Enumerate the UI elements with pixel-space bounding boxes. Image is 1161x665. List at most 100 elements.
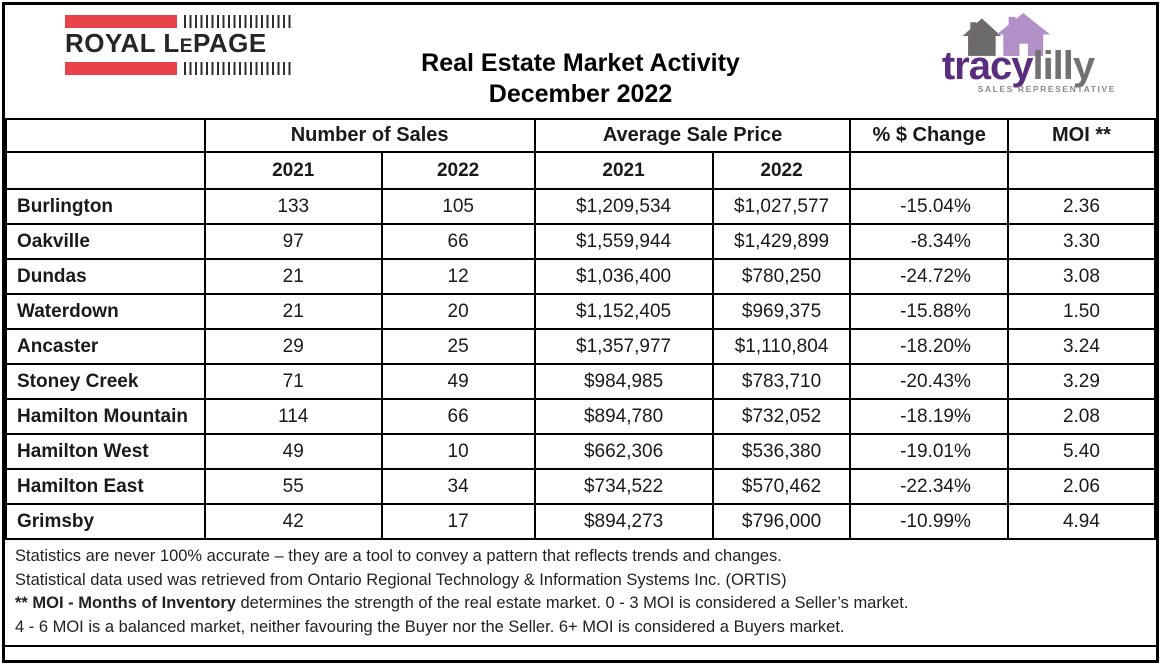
- sales-2021-value: 29: [203, 328, 383, 365]
- moi-definition-rest: determines the strength of the real esta…: [235, 594, 909, 612]
- table-row: Hamilton East 55 34 $734,522 $570,462 -22.34%…: [5, 468, 1156, 505]
- blank-cell: [5, 151, 206, 190]
- region-name: Waterdown: [5, 293, 206, 330]
- price-2022-value: $969,375: [711, 293, 852, 330]
- sales-2021-year-header: 2021: [203, 151, 383, 190]
- sales-2022-value: 34: [380, 468, 536, 505]
- header-band: ROYAL LEPAGE Real Estate Market Activity…: [5, 5, 1156, 118]
- sales-2022-value: 17: [380, 503, 536, 540]
- tracy-lilly-logo: tracylilly SALES REPRESENTATIVE: [918, 13, 1118, 118]
- group-header-row: Number of Sales Average Sale Price % $ C…: [5, 118, 1156, 153]
- moi-value: 1.50: [1006, 293, 1156, 330]
- region-name: Hamilton Mountain: [5, 398, 206, 435]
- price-2021-value: $1,152,405: [533, 293, 714, 330]
- region-name: Ancaster: [5, 328, 206, 365]
- pct-change-value: -8.34%: [849, 223, 1009, 260]
- royal-lepage-top-band: [65, 15, 295, 28]
- sales-2022-value: 66: [380, 398, 536, 435]
- price-2021-value: $894,780: [533, 398, 714, 435]
- market-activity-table: Number of Sales Average Sale Price % $ C…: [5, 118, 1156, 540]
- table-row: Hamilton West 49 10 $662,306 $536,380 -19.01%…: [5, 433, 1156, 470]
- price-2021-value: $662,306: [533, 433, 714, 470]
- region-name: Stoney Creek: [5, 363, 206, 400]
- price-2021-value: $1,036,400: [533, 258, 714, 295]
- footnote-line-2: Statistical data used was retrieved from…: [15, 570, 787, 589]
- price-2021-value: $1,209,534: [533, 188, 714, 225]
- price-2022-value: $796,000: [711, 503, 852, 540]
- pct-change-value: -24.72%: [849, 258, 1009, 295]
- table-row: Dundas 21 12 $1,036,400 $780,250 -24.72% 3.08: [5, 258, 1156, 295]
- moi-value: 2.06: [1006, 468, 1156, 505]
- pct-change-value: -15.04%: [849, 188, 1009, 225]
- table-row: Stoney Creek 71 49 $984,985 $783,710 -20.43% 3…: [5, 363, 1156, 400]
- sales-2021-value: 114: [203, 398, 383, 435]
- moi-value: 3.24: [1006, 328, 1156, 365]
- table-row: Grimsby 42 17 $894,273 $796,000 -10.99% 4.94: [5, 503, 1156, 540]
- price-2022-value: $1,110,804: [711, 328, 852, 365]
- sales-2022-value: 49: [380, 363, 536, 400]
- price-2021-value: $894,273: [533, 503, 714, 540]
- number-of-sales-header: Number of Sales: [203, 118, 536, 153]
- pct-change-value: -19.01%: [849, 433, 1009, 470]
- sales-2021-value: 71: [203, 363, 383, 400]
- royal-lepage-wordmark: ROYAL LEPAGE: [65, 30, 295, 60]
- pct-change-value: -22.34%: [849, 468, 1009, 505]
- wordmark-part: PAGE: [192, 28, 267, 58]
- sales-2022-value: 10: [380, 433, 536, 470]
- red-bar-icon: [65, 62, 177, 75]
- red-bar-icon: [65, 15, 177, 28]
- price-2022-value: $536,380: [711, 433, 852, 470]
- moi-value: 3.30: [1006, 223, 1156, 260]
- price-2022-value: $780,250: [711, 258, 852, 295]
- sales-2021-value: 133: [203, 188, 383, 225]
- region-name: Hamilton East: [5, 468, 206, 505]
- moi-value: 4.94: [1006, 503, 1156, 540]
- table-row: Waterdown 21 20 $1,152,405 $969,375 -15.88% 1.…: [5, 293, 1156, 330]
- sales-2022-year-header: 2022: [380, 151, 536, 190]
- price-2022-value: $570,462: [711, 468, 852, 505]
- region-name: Grimsby: [5, 503, 206, 540]
- sales-2021-value: 97: [203, 223, 383, 260]
- footnote-line-4: 4 - 6 MOI is a balanced market, neither …: [15, 617, 845, 636]
- price-2022-value: $732,052: [711, 398, 852, 435]
- table-row: Ancaster 29 25 $1,357,977 $1,110,804 -18.20% 3…: [5, 328, 1156, 365]
- table-row: Burlington 133 105 $1,209,534 $1,027,577 -15.…: [5, 188, 1156, 225]
- sales-2022-value: 66: [380, 223, 536, 260]
- pct-change-value: -20.43%: [849, 363, 1009, 400]
- price-2022-value: $1,027,577: [711, 188, 852, 225]
- region-name: Dundas: [5, 258, 206, 295]
- price-2021-value: $734,522: [533, 468, 714, 505]
- price-2022-year-header: 2022: [711, 151, 852, 190]
- sales-2022-value: 25: [380, 328, 536, 365]
- moi-value: 3.08: [1006, 258, 1156, 295]
- wordmark-first-name: tracy: [941, 44, 1034, 88]
- bottom-strip: [5, 647, 1156, 660]
- table-body: Burlington 133 105 $1,209,534 $1,027,577 -15.…: [5, 188, 1156, 540]
- price-2022-value: $1,429,899: [711, 223, 852, 260]
- wordmark-part: E: [179, 36, 193, 57]
- price-2022-value: $783,710: [711, 363, 852, 400]
- royal-lepage-logo: ROYAL LEPAGE: [65, 15, 295, 118]
- moi-value: 2.36: [1006, 188, 1156, 225]
- sales-2022-value: 12: [380, 258, 536, 295]
- sales-2021-value: 55: [203, 468, 383, 505]
- sales-2022-value: 105: [380, 188, 536, 225]
- moi-definition-bold: ** MOI - Months of Inventory: [15, 594, 236, 612]
- sales-2022-value: 20: [380, 293, 536, 330]
- price-2021-year-header: 2021: [533, 151, 714, 190]
- title-line-2: December 2022: [488, 80, 673, 108]
- pct-change-value: -15.88%: [849, 293, 1009, 330]
- page-title: Real Estate Market Activity December 202…: [290, 48, 871, 118]
- stripes-pattern-icon: [184, 62, 294, 75]
- sales-2021-value: 42: [203, 503, 383, 540]
- houses-icon: [962, 13, 1051, 56]
- region-name: Oakville: [5, 223, 206, 260]
- pct-change-value: -18.19%: [849, 398, 1009, 435]
- table-row: Oakville 97 66 $1,559,944 $1,429,899 -8.34% 3.…: [5, 223, 1156, 260]
- blank-cell: [849, 151, 1009, 190]
- moi-header: MOI **: [1006, 118, 1156, 153]
- region-name: Hamilton West: [5, 433, 206, 470]
- region-column-blank-header: [5, 118, 206, 153]
- pct-change-value: -10.99%: [849, 503, 1009, 540]
